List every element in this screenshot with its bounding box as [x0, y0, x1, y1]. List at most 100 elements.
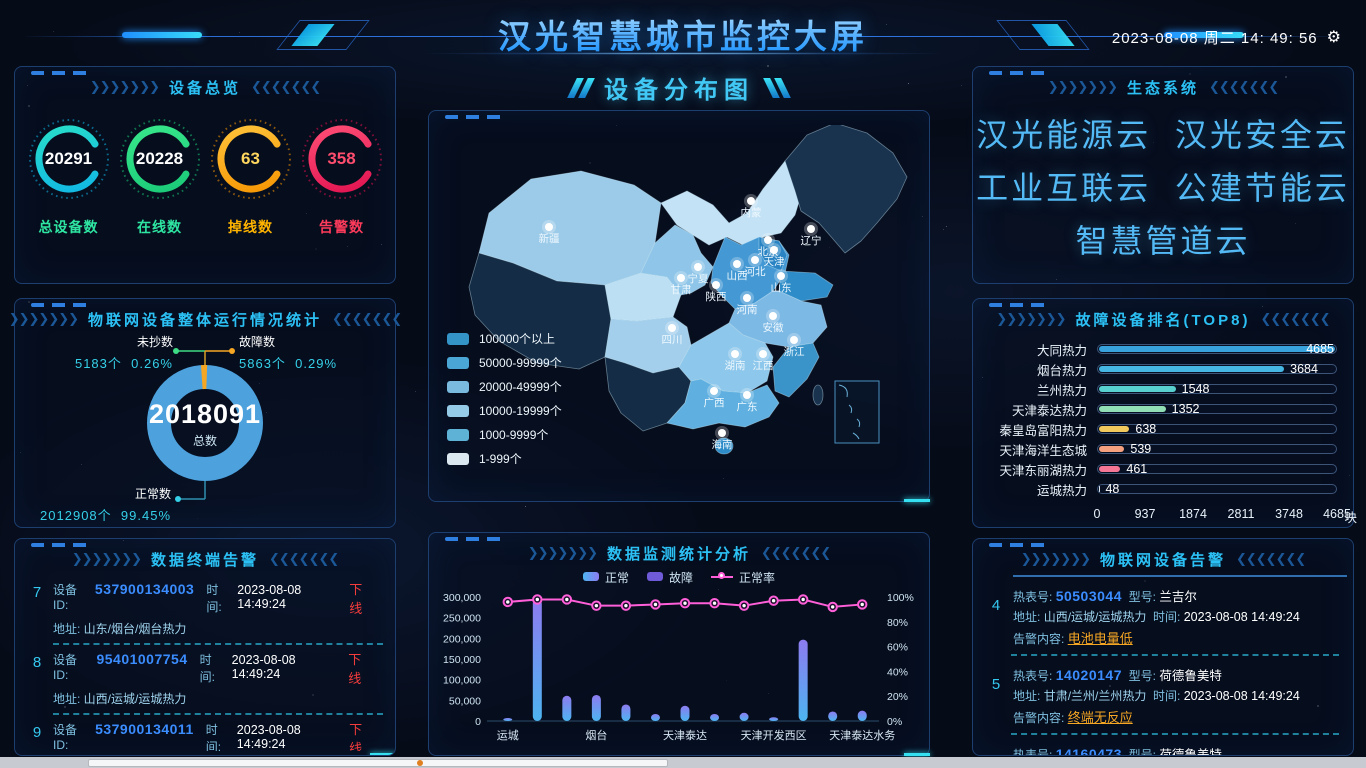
time-value: 2023-08-08 14:49:24	[237, 723, 343, 751]
province-marker	[731, 350, 739, 358]
row-index: 9	[21, 715, 53, 751]
panel-title-terminal-alarms: 数据终端告警	[151, 549, 259, 570]
province-marker	[677, 274, 685, 282]
chevrons-left-icon: ❯❯❯❯❯❯❯	[1021, 551, 1090, 567]
province-marker	[743, 294, 751, 302]
map-legend-item: 1-999个	[447, 450, 562, 467]
legend-label: 1-999个	[479, 450, 522, 467]
gauges-row: 20291 总设备数 20228 在线数 63 掉线数 358 告警数	[15, 101, 395, 237]
gauge-ring: 63	[207, 115, 295, 203]
south-sea-inset	[835, 381, 879, 443]
chevrons-left-icon: ❯❯❯❯❯❯❯	[72, 551, 141, 567]
time-label: 时间:	[200, 651, 226, 685]
province-marker	[769, 312, 777, 320]
ranking-label: 秦皇岛富阳热力	[987, 420, 1087, 439]
address-label: 地址:	[53, 692, 84, 706]
province-label: 陕西	[706, 290, 727, 303]
rate-point-core	[565, 598, 568, 601]
chevrons-left-icon: ❯❯❯❯❯❯❯	[528, 545, 597, 561]
legend-fault-swatch-icon	[647, 572, 663, 581]
donut-callout-fault: 故障数 5863个 0.29%	[239, 333, 389, 372]
ranking-track: 1548	[1097, 384, 1337, 394]
model-value: 荷德鲁美特	[1159, 669, 1222, 683]
bar-normal	[681, 706, 690, 721]
legend-normal: 正常	[583, 569, 629, 586]
province-marker	[712, 281, 720, 289]
panel-title-device-overview: 设备总览	[169, 77, 241, 98]
ranking-value: 1548	[1182, 382, 1210, 396]
ranking-row: 烟台热力 3684	[987, 359, 1337, 379]
legend-normal-swatch-icon	[583, 572, 599, 581]
ranking-label: 大同热力	[987, 340, 1087, 359]
gauge-label: 掉线数	[207, 217, 295, 237]
settings-gear-icon[interactable]: ⚙	[1327, 30, 1342, 46]
gauge-label: 在线数	[116, 217, 204, 237]
address-label: 地址:	[1013, 610, 1040, 624]
province-label: 江西	[753, 360, 774, 372]
chevrons-right-icon: ❮❮❮❮❮❮❮	[251, 79, 320, 95]
header: 汉光智慧城市监控大屏 2023-08-08 周二 14: 49: 56 ⚙	[0, 0, 1366, 64]
rate-point-core	[801, 598, 804, 601]
ranking-label: 运城热力	[987, 480, 1087, 499]
gauge-ring: 20291	[25, 115, 113, 203]
province-label: 广东	[737, 400, 758, 413]
ranking-bar	[1099, 386, 1176, 392]
taskbar-sliver[interactable]	[0, 757, 1366, 768]
axis-tick: 1874	[1179, 507, 1207, 521]
ranking-track: 461	[1097, 464, 1337, 474]
ranking-value: 638	[1135, 422, 1156, 436]
slash-deco-left-icon	[572, 78, 590, 98]
status-offline: 下线	[349, 579, 373, 617]
unread-dot-icon	[173, 348, 179, 354]
chevrons-right-icon: ❮❮❮❮❮❮❮	[332, 311, 401, 327]
row-body: 热表号: 14160473 型号: 荷德鲁美特地址: 山西/大同/大同热力 时间…	[1011, 735, 1339, 756]
meter-label: 热表号:	[1013, 748, 1052, 756]
y-right-tick: 100%	[887, 592, 914, 604]
time-label: 时间:	[1153, 610, 1180, 624]
meter-label: 热表号:	[1013, 669, 1052, 683]
axis-unit: 块	[1344, 507, 1357, 526]
ranking-row: 天津海洋生态城 539	[987, 439, 1337, 459]
address-value: 山西/运城/运城热力	[84, 692, 187, 706]
province-marker	[668, 324, 676, 332]
gauge-总设备数: 20291 总设备数	[25, 115, 113, 237]
row-line2: 地址: 甘肃/兰州/兰州热力 时间: 2023-08-08 14:49:24	[1013, 687, 1339, 704]
slash-deco-right-icon	[768, 78, 786, 98]
taskbar-search-box[interactable]	[88, 759, 668, 767]
ranking-bar	[1099, 366, 1284, 372]
ecosystem-entry: 工业互联云 公建节能云	[976, 163, 1350, 209]
y-left-tick: 0	[475, 716, 481, 728]
ranking-bar	[1099, 406, 1166, 412]
legend-label: 10000-19999个	[479, 402, 562, 419]
iot-stats-body: 未抄数 5183个 0.26% 故障数 5863个 0.29% 正常数 2012…	[15, 333, 395, 529]
axis-tick: 937	[1135, 507, 1156, 521]
row-index: 5	[981, 656, 1011, 735]
ranking-value: 4685	[1306, 342, 1334, 356]
rate-point-core	[654, 603, 657, 606]
province-marker	[733, 260, 741, 268]
panel-title-iot-alarms: 物联网设备告警	[1100, 549, 1226, 570]
panel-terminal-alarms: ❯❯❯❯❯❯❯ 数据终端告警 ❮❮❮❮❮❮❮ 7 设备ID: 53790013400…	[14, 538, 396, 756]
province-label: 安徽	[763, 321, 784, 334]
device-id-label: 设备ID:	[53, 721, 89, 751]
province-marker	[743, 391, 751, 399]
gauge-ring: 358	[298, 115, 386, 203]
title-glow-line	[418, 52, 948, 55]
bar-normal	[828, 711, 837, 721]
taskbar-app-icon[interactable]	[417, 760, 423, 766]
province-label: 甘肃	[671, 283, 692, 296]
bar-normal	[710, 714, 719, 721]
china-map: 新疆内蒙辽宁北京天津河北山西宁夏甘肃陕西山东河南安徽四川浙江湖南江西广西广东海南…	[429, 125, 929, 481]
datetime-text: 2023-08-08 周二 14: 49: 56	[1112, 27, 1318, 48]
bar-normal	[503, 718, 512, 721]
gauge-value: 20228	[116, 115, 204, 203]
row-line1: 热表号: 14020147 型号: 荷德鲁美特	[1013, 665, 1339, 684]
chevrons-right-icon: ❮❮❮❮❮❮❮	[1236, 551, 1305, 567]
ranking-label: 天津泰达热力	[987, 400, 1087, 419]
ranking-row: 兰州热力 1548	[987, 379, 1337, 399]
device-id-value: 537900134003	[95, 581, 194, 597]
axis-tick: 3748	[1275, 507, 1303, 521]
ecosystem-entry: 汉光能源云 汉光安全云	[976, 110, 1350, 156]
province-label: 山西	[727, 270, 748, 282]
terminal-alarm-row: 8 设备ID: 95401007754 时间: 2023-08-08 14:49:24 下…	[21, 645, 383, 715]
